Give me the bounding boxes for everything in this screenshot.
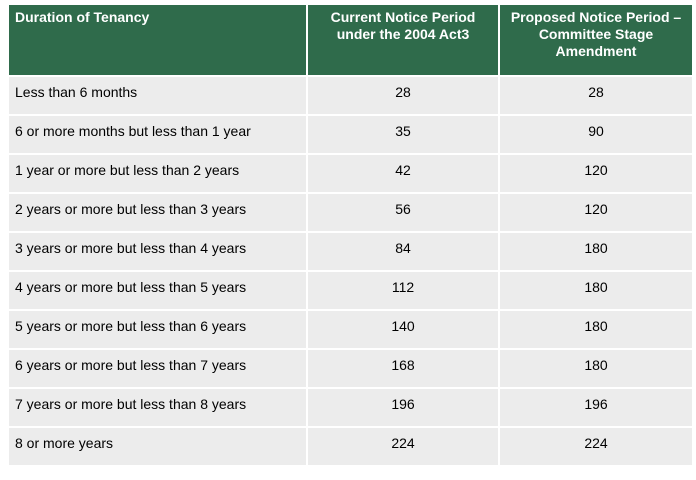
cell-current-period: 35 [308, 116, 500, 155]
cell-duration: 5 years or more but less than 6 years [9, 311, 308, 350]
table-row: 4 years or more but less than 5 years 112… [9, 272, 692, 311]
cell-duration: 4 years or more but less than 5 years [9, 272, 308, 311]
cell-proposed-period: 120 [500, 155, 692, 194]
cell-current-period: 28 [308, 77, 500, 116]
cell-proposed-period: 224 [500, 428, 692, 467]
table-row: 6 years or more but less than 7 years 168… [9, 350, 692, 389]
cell-duration: 8 or more years [9, 428, 308, 467]
cell-proposed-period: 180 [500, 350, 692, 389]
cell-proposed-period: 180 [500, 233, 692, 272]
cell-duration: 3 years or more but less than 4 years [9, 233, 308, 272]
header-proposed-notice-period: Proposed Notice Period – Committee Stage… [500, 5, 692, 77]
table-row: 7 years or more but less than 8 years 196… [9, 389, 692, 428]
table-header: Duration of Tenancy Current Notice Perio… [9, 5, 692, 77]
table-row: 2 years or more but less than 3 years 56 1… [9, 194, 692, 233]
cell-current-period: 168 [308, 350, 500, 389]
cell-duration: 7 years or more but less than 8 years [9, 389, 308, 428]
cell-current-period: 140 [308, 311, 500, 350]
cell-proposed-period: 180 [500, 311, 692, 350]
table-row: Less than 6 months 28 28 [9, 77, 692, 116]
cell-current-period: 84 [308, 233, 500, 272]
cell-duration: Less than 6 months [9, 77, 308, 116]
table-row: 6 or more months but less than 1 year 35 9… [9, 116, 692, 155]
cell-current-period: 42 [308, 155, 500, 194]
cell-proposed-period: 28 [500, 77, 692, 116]
table-body: Less than 6 months 28 28 6 or more months b… [9, 77, 692, 467]
cell-duration: 6 or more months but less than 1 year [9, 116, 308, 155]
table-row: 1 year or more but less than 2 years 42 12… [9, 155, 692, 194]
cell-duration: 2 years or more but less than 3 years [9, 194, 308, 233]
cell-current-period: 196 [308, 389, 500, 428]
cell-proposed-period: 180 [500, 272, 692, 311]
cell-current-period: 112 [308, 272, 500, 311]
cell-current-period: 224 [308, 428, 500, 467]
table-row: 5 years or more but less than 6 years 140… [9, 311, 692, 350]
cell-duration: 6 years or more but less than 7 years [9, 350, 308, 389]
table-row: 8 or more years 224 224 [9, 428, 692, 467]
notice-period-table-container: Duration of Tenancy Current Notice Perio… [9, 5, 692, 467]
notice-period-table: Duration of Tenancy Current Notice Perio… [9, 5, 692, 467]
cell-current-period: 56 [308, 194, 500, 233]
header-current-notice-period: Current Notice Period under the 2004 Act… [308, 5, 500, 77]
header-row: Duration of Tenancy Current Notice Perio… [9, 5, 692, 77]
cell-proposed-period: 90 [500, 116, 692, 155]
header-duration-of-tenancy: Duration of Tenancy [9, 5, 308, 77]
cell-proposed-period: 120 [500, 194, 692, 233]
table-row: 3 years or more but less than 4 years 84 1… [9, 233, 692, 272]
cell-duration: 1 year or more but less than 2 years [9, 155, 308, 194]
cell-proposed-period: 196 [500, 389, 692, 428]
